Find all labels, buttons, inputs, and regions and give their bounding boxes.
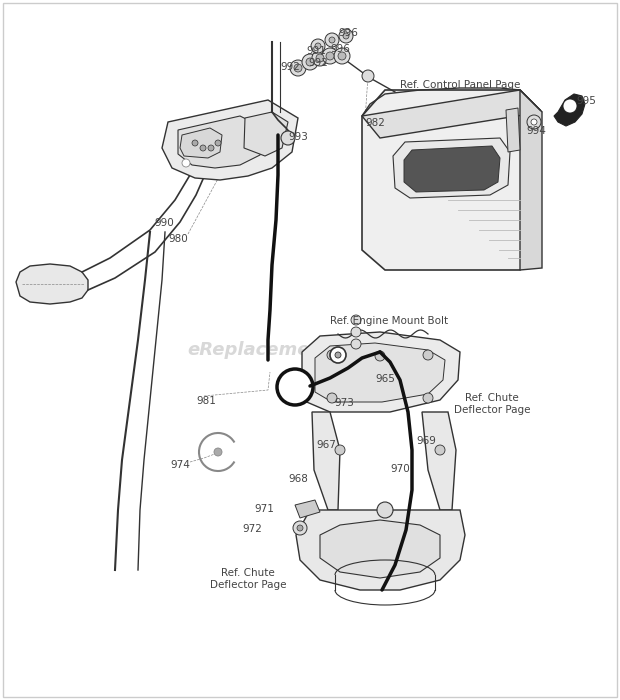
- Text: 970: 970: [390, 464, 410, 474]
- Text: 980: 980: [168, 234, 188, 244]
- Circle shape: [325, 33, 339, 47]
- Circle shape: [208, 145, 214, 151]
- Circle shape: [182, 159, 190, 167]
- Text: 965: 965: [375, 374, 395, 384]
- Circle shape: [322, 48, 338, 64]
- Circle shape: [334, 48, 350, 64]
- Circle shape: [215, 140, 221, 146]
- Text: 995: 995: [576, 96, 596, 106]
- Circle shape: [351, 339, 361, 349]
- Circle shape: [351, 327, 361, 337]
- Text: 981: 981: [196, 396, 216, 406]
- Polygon shape: [520, 90, 542, 270]
- Text: 991: 991: [306, 46, 326, 56]
- Polygon shape: [404, 146, 500, 192]
- Circle shape: [306, 58, 314, 66]
- Polygon shape: [16, 264, 88, 304]
- Circle shape: [293, 521, 307, 535]
- Circle shape: [311, 39, 325, 53]
- Circle shape: [527, 115, 541, 129]
- Text: 994: 994: [526, 126, 546, 136]
- Circle shape: [335, 352, 341, 358]
- Polygon shape: [162, 100, 298, 180]
- Circle shape: [531, 119, 537, 125]
- Polygon shape: [312, 412, 340, 510]
- Circle shape: [335, 445, 345, 455]
- Polygon shape: [554, 94, 585, 126]
- Circle shape: [327, 350, 337, 360]
- Text: Ref. Engine Mount Bolt: Ref. Engine Mount Bolt: [330, 316, 448, 326]
- Circle shape: [316, 54, 324, 62]
- Text: 967: 967: [316, 440, 336, 450]
- Circle shape: [294, 64, 302, 72]
- Circle shape: [302, 54, 318, 70]
- Circle shape: [351, 315, 361, 325]
- Text: 992: 992: [308, 58, 328, 68]
- Circle shape: [339, 29, 353, 43]
- Polygon shape: [302, 332, 460, 412]
- Text: 974: 974: [170, 460, 190, 470]
- Text: 982: 982: [365, 118, 385, 128]
- Circle shape: [377, 502, 393, 518]
- Circle shape: [423, 393, 433, 403]
- Text: 968: 968: [288, 474, 308, 484]
- Circle shape: [290, 60, 306, 76]
- Text: 973: 973: [334, 398, 354, 408]
- Circle shape: [312, 50, 328, 66]
- Circle shape: [338, 52, 346, 60]
- Polygon shape: [244, 112, 288, 156]
- Text: Ref. Chute
Deflector Page: Ref. Chute Deflector Page: [210, 568, 286, 589]
- Circle shape: [327, 393, 337, 403]
- Circle shape: [329, 37, 335, 43]
- Text: 990: 990: [154, 218, 174, 228]
- Circle shape: [362, 70, 374, 82]
- Polygon shape: [315, 343, 445, 402]
- Circle shape: [375, 351, 385, 361]
- Polygon shape: [178, 116, 264, 168]
- Circle shape: [200, 145, 206, 151]
- Text: 993: 993: [288, 132, 308, 142]
- Polygon shape: [320, 520, 440, 578]
- Polygon shape: [295, 500, 320, 518]
- Circle shape: [297, 525, 303, 531]
- Text: 996: 996: [338, 28, 358, 38]
- Text: eReplacementParts.com: eReplacementParts.com: [187, 341, 433, 359]
- Text: 972: 972: [242, 524, 262, 534]
- Circle shape: [326, 52, 334, 60]
- Text: 969: 969: [416, 436, 436, 446]
- Circle shape: [423, 350, 433, 360]
- Circle shape: [315, 43, 321, 49]
- Circle shape: [281, 131, 295, 145]
- Text: 971: 971: [254, 504, 274, 514]
- Circle shape: [277, 369, 313, 405]
- Circle shape: [343, 33, 349, 39]
- Circle shape: [435, 445, 445, 455]
- Circle shape: [214, 448, 222, 456]
- Circle shape: [563, 99, 577, 113]
- Polygon shape: [362, 90, 540, 270]
- Text: 992: 992: [280, 62, 300, 72]
- Text: Ref. Control Panel Page: Ref. Control Panel Page: [400, 80, 520, 90]
- Circle shape: [192, 140, 198, 146]
- Text: Ref. Chute
Deflector Page: Ref. Chute Deflector Page: [454, 393, 531, 414]
- Text: 996: 996: [330, 44, 350, 54]
- Polygon shape: [506, 108, 520, 152]
- Polygon shape: [393, 138, 510, 198]
- Circle shape: [330, 347, 346, 363]
- Polygon shape: [180, 128, 222, 158]
- Polygon shape: [362, 90, 542, 138]
- Polygon shape: [422, 412, 456, 510]
- Polygon shape: [296, 510, 465, 590]
